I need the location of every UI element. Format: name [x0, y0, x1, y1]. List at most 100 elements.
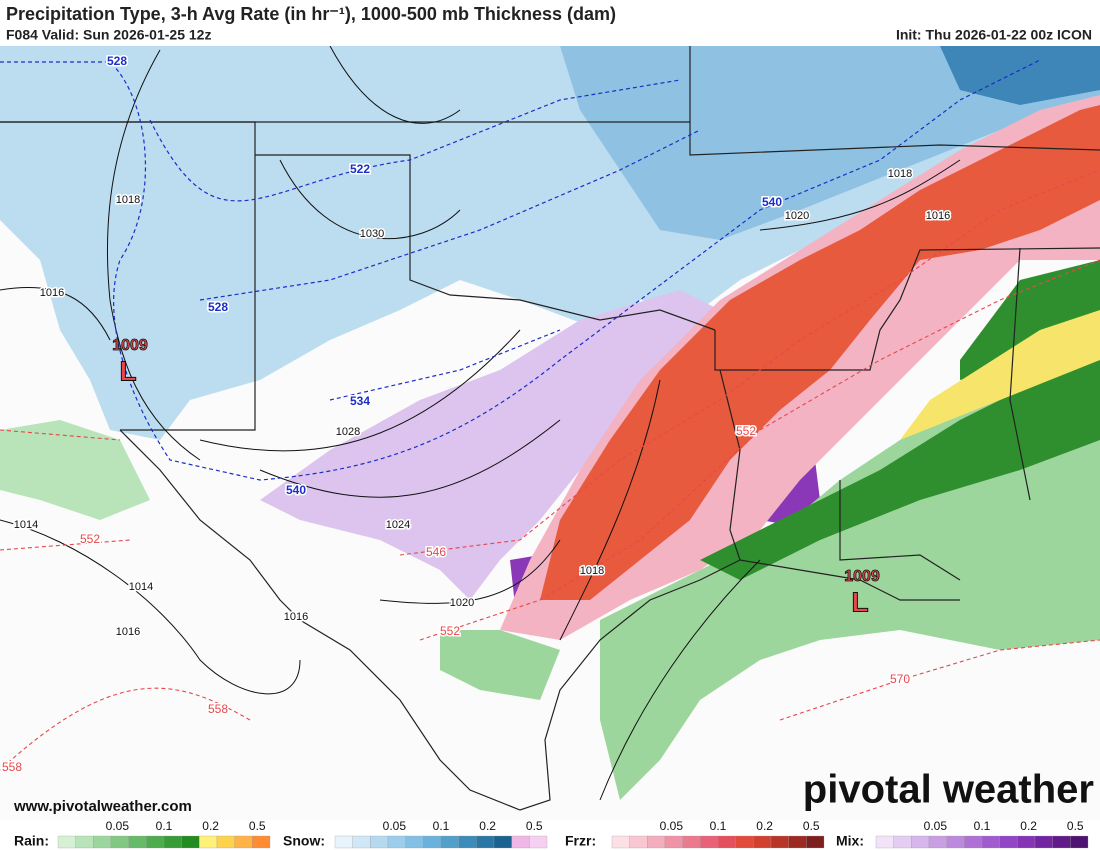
legend-swatch — [458, 835, 477, 849]
legend-swatch — [199, 835, 218, 849]
low-pressure-letter: L — [851, 586, 868, 617]
thickness-label: 570 — [890, 672, 910, 686]
legend-swatch — [946, 835, 965, 849]
state-border — [255, 154, 716, 331]
rain-area — [440, 630, 560, 700]
legend-tick: 0.05 — [383, 819, 407, 833]
thickness-label: 540 — [762, 195, 782, 209]
legend-swatch — [1070, 835, 1089, 849]
isobar-label: 1030 — [360, 228, 384, 240]
logo: pivotal weather — [803, 768, 1094, 812]
legend-tick: 0.1 — [433, 819, 450, 833]
legend-tick: 0.5 — [803, 819, 820, 833]
legend-swatch — [964, 835, 983, 849]
legend-swatch — [629, 835, 648, 849]
legend-tick: 0.05 — [924, 819, 948, 833]
legend-swatch — [370, 835, 389, 849]
legend-swatch — [647, 835, 666, 849]
legend-swatch — [252, 835, 271, 849]
legend-swatch — [753, 835, 772, 849]
thickness-label: 528 — [107, 54, 127, 68]
isobar-label: 1016 — [284, 611, 308, 623]
legend-swatch — [529, 835, 548, 849]
thickness-label: 552 — [440, 624, 460, 638]
isobar-label: 1020 — [450, 597, 474, 609]
legend-swatch — [700, 835, 719, 849]
website: www.pivotalweather.com — [13, 798, 192, 815]
legend-tick: 0.2 — [756, 819, 773, 833]
mix-area — [260, 290, 720, 600]
legend-swatch — [981, 835, 1000, 849]
header-band — [0, 0, 1100, 46]
legend-swatch — [93, 835, 112, 849]
legend-tick: 0.1 — [974, 819, 991, 833]
coastline — [119, 429, 960, 811]
isobar-label: 1018 — [116, 194, 140, 206]
snow-moderate — [560, 46, 1100, 240]
legend-tick: 0.5 — [249, 819, 266, 833]
legend-swatch — [928, 835, 947, 849]
legend-swatch — [163, 835, 182, 849]
legend-tick: 0.05 — [106, 819, 130, 833]
legend-tick: 0.1 — [156, 819, 173, 833]
legend-tick: 0.2 — [1020, 819, 1037, 833]
state-border — [1009, 247, 1031, 501]
legend-swatch — [75, 835, 94, 849]
thickness-warm — [0, 169, 1100, 771]
thickness-label: 534 — [350, 394, 370, 408]
thickness-cold — [0, 59, 1041, 481]
legend-label: Snow: — [283, 833, 325, 849]
legend-swatch — [788, 835, 807, 849]
isobar-label: 1018 — [888, 168, 912, 180]
state-border — [714, 247, 1100, 371]
freezing-rain-heavy — [540, 105, 1100, 600]
legend-swatch — [875, 835, 894, 849]
legend-swatch — [1034, 835, 1053, 849]
legend-swatch — [146, 835, 165, 849]
valid-time: F084 Valid: Sun 2026-01-25 12z — [6, 27, 211, 43]
legend-swatch — [423, 835, 442, 849]
thickness-label: 528 — [208, 300, 228, 314]
isobar — [0, 45, 961, 801]
legend-swatch — [1052, 835, 1071, 849]
legend-tick: 0.2 — [202, 819, 219, 833]
low-pressure-value: 1009 — [112, 337, 148, 354]
rain-area — [0, 420, 150, 520]
legend-swatch — [405, 835, 424, 849]
legend-tick: 0.5 — [1067, 819, 1084, 833]
state-border — [719, 369, 741, 561]
legend-swatch — [664, 835, 683, 849]
legend-swatch — [893, 835, 912, 849]
map — [0, 45, 1100, 820]
legend-swatch — [181, 835, 200, 849]
isobar-label: 1020 — [785, 210, 809, 222]
legend-swatch — [717, 835, 736, 849]
isobar-label: 1028 — [336, 426, 360, 438]
isobar-label: 1024 — [386, 519, 410, 531]
legend-swatch — [387, 835, 406, 849]
init-time: Init: Thu 2026-01-22 00z ICON — [896, 27, 1092, 43]
low-pressure-letter: L — [119, 355, 136, 386]
legend-swatch — [216, 835, 235, 849]
low-pressure-value: 1009 — [844, 568, 880, 585]
legend-tick: 0.5 — [526, 819, 543, 833]
legend-swatch — [110, 835, 129, 849]
thickness-label: 558 — [2, 760, 22, 774]
legend-swatch — [128, 835, 147, 849]
isobar-label: 1016 — [926, 210, 950, 222]
isobar-label: 1016 — [40, 287, 64, 299]
legend-swatch — [911, 835, 930, 849]
thickness-label: 558 — [208, 702, 228, 716]
isobar-label: 1018 — [580, 565, 604, 577]
state-border — [689, 122, 1100, 156]
legend-swatch — [334, 835, 353, 849]
legend-swatch — [493, 835, 512, 849]
rain-heavy — [960, 260, 1100, 380]
legend-label: Frzr: — [565, 833, 596, 849]
legend-swatch — [770, 835, 789, 849]
legend: Rain: 0.05 0.1 0.2 0.5 Snow: 0.05 0.1 0.2 0.5 Frzr… — [14, 819, 1089, 849]
isobar-label: 1014 — [129, 581, 153, 593]
legend-swatch — [476, 835, 495, 849]
thickness-label: 546 — [426, 545, 446, 559]
